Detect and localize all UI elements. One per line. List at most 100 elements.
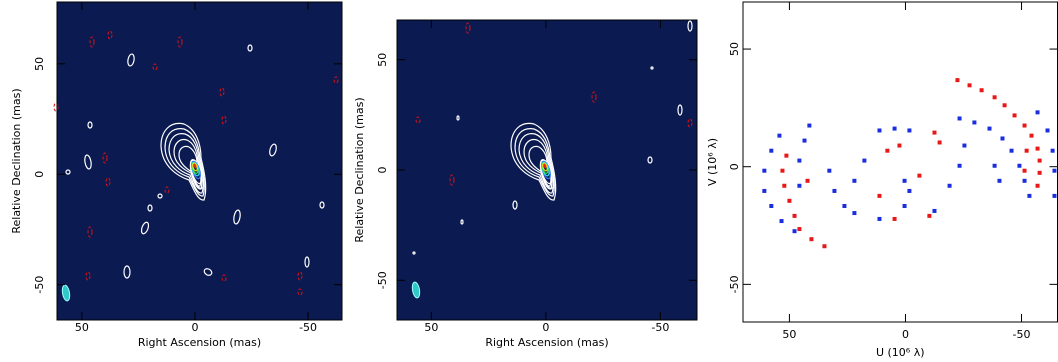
uv-point — [997, 179, 1001, 183]
y-tick-label: -50 — [376, 271, 389, 289]
uv-point — [893, 127, 897, 131]
uv-point — [903, 179, 907, 183]
uv-point — [1023, 179, 1027, 183]
y-tick-label: 50 — [376, 53, 389, 67]
uv-point — [1046, 128, 1050, 132]
uv-point — [780, 219, 784, 223]
uv-point — [1052, 169, 1056, 173]
uv-point — [993, 95, 997, 99]
panel-2: 50 0 -50 -50 0 50 Right Ascension (mas) Relativ… — [353, 20, 697, 349]
uv-point — [897, 144, 901, 148]
uv-point — [793, 214, 797, 218]
uv-point — [932, 131, 936, 135]
uv-point — [1017, 164, 1021, 168]
uv-point — [1030, 134, 1034, 138]
uv-point — [1052, 194, 1056, 198]
uv-point — [885, 149, 889, 153]
uv-point — [1023, 124, 1027, 128]
uv-point — [1000, 136, 1004, 140]
uv-point — [797, 159, 801, 163]
uv-point — [877, 217, 881, 221]
y-tick-label: 0 — [728, 163, 741, 170]
x-tick-label: -50 — [1013, 328, 1031, 341]
y-tick-label: 0 — [376, 167, 389, 174]
x-tick-label: 50 — [75, 321, 89, 334]
uv-point — [1023, 169, 1027, 173]
uv-point — [893, 217, 897, 221]
uv-point — [797, 184, 801, 188]
x-tick-label: 0 — [902, 328, 909, 341]
uv-point — [793, 229, 797, 233]
uv-point — [1051, 149, 1055, 153]
uv-point — [972, 120, 976, 124]
uv-point — [948, 184, 952, 188]
uv-point — [832, 189, 836, 193]
x-axis-label: Right Ascension (mas) — [485, 336, 608, 349]
x-tick-label: 50 — [782, 328, 796, 341]
uv-point — [1027, 194, 1031, 198]
y-tick-label: -50 — [728, 275, 741, 293]
uv-point — [807, 124, 811, 128]
uv-point — [1010, 149, 1014, 153]
uv-point — [1038, 159, 1042, 163]
uv-point — [1036, 184, 1040, 188]
uv-point — [777, 134, 781, 138]
y-tick-label: -50 — [33, 276, 46, 294]
uv-point — [842, 204, 846, 208]
uv-point — [903, 204, 907, 208]
uv-point — [862, 159, 866, 163]
panel-1: 50 0 -50 -50 0 50 Right Ascension (mas) Relativ… — [10, 2, 342, 349]
uv-point — [958, 116, 962, 120]
y-axis-label: V (10⁶ λ) — [706, 138, 719, 186]
uv-point — [907, 128, 911, 132]
y-axis-label: Relative Declination (mas) — [353, 97, 366, 242]
uv-point — [852, 179, 856, 183]
uv-point — [1038, 171, 1042, 175]
x-tick-label: 0 — [542, 321, 549, 334]
uv-point — [927, 214, 931, 218]
uv-point — [784, 154, 788, 158]
uv-point — [1003, 103, 1007, 107]
uv-point — [769, 204, 773, 208]
uv-point — [917, 174, 921, 178]
uv-point — [907, 189, 911, 193]
figure: 50 0 -50 -50 0 50 Right Ascension (mas) Relativ… — [0, 0, 1058, 362]
x-tick-label: 0 — [191, 321, 198, 334]
y-tick-label: 0 — [33, 171, 46, 178]
x-axis-label: U (10⁶ λ) — [876, 346, 925, 359]
uv-point — [968, 83, 972, 87]
uv-point — [993, 164, 997, 168]
uv-point — [769, 149, 773, 153]
uv-point — [962, 144, 966, 148]
uv-point — [762, 189, 766, 193]
y-axis-label: Relative Declination (mas) — [10, 88, 23, 233]
uv-point — [932, 209, 936, 213]
y-tick-label: 50 — [728, 42, 741, 56]
uv-point — [780, 169, 784, 173]
x-tick-label: 50 — [424, 321, 438, 334]
uv-point — [955, 78, 959, 82]
uv-point — [852, 211, 856, 215]
y-tick-label: 50 — [33, 57, 46, 71]
uv-point — [787, 199, 791, 203]
x-axis-label: Right Ascension (mas) — [138, 336, 261, 349]
plot-frame — [743, 2, 1058, 322]
uv-point — [797, 227, 801, 231]
uv-point — [782, 184, 786, 188]
uv-point — [987, 127, 991, 131]
uv-point — [806, 179, 810, 183]
uv-point — [1036, 147, 1040, 151]
uv-point — [1036, 110, 1040, 114]
panel-3: 50 0 -50 -50 0 50 U (10⁶ λ) V (10⁶ λ) — [706, 2, 1058, 359]
x-tick-label: -50 — [299, 321, 317, 334]
uv-point — [1025, 149, 1029, 153]
uv-point — [827, 169, 831, 173]
uv-point — [762, 169, 766, 173]
uv-point — [809, 237, 813, 241]
uv-point — [803, 139, 807, 143]
uv-point — [822, 244, 826, 248]
uv-point — [980, 88, 984, 92]
uv-point — [877, 194, 881, 198]
uv-point — [958, 164, 962, 168]
x-tick-label: -50 — [651, 321, 669, 334]
